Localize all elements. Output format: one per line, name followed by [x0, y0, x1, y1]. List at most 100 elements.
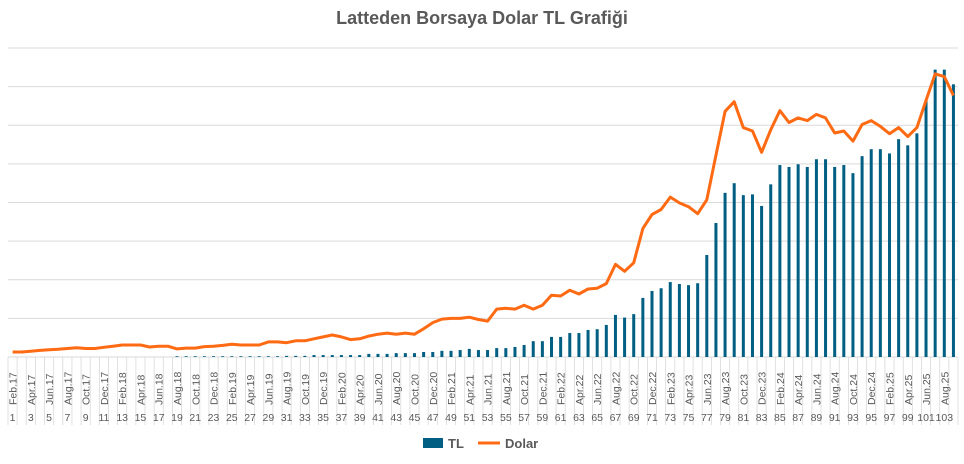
- bar-tl: [449, 350, 453, 357]
- x-tick-month: Oct.21: [519, 374, 531, 405]
- bar-tl: [723, 192, 727, 357]
- x-tick-number: 7: [64, 412, 70, 424]
- x-tick-number: 85: [774, 412, 786, 424]
- x-tick-number: 63: [573, 412, 585, 424]
- bar-tl: [495, 348, 499, 357]
- x-tick-number: 17: [153, 412, 165, 424]
- bar-tl: [275, 356, 279, 357]
- x-tick-month: Dec.19: [318, 372, 330, 405]
- x-tick-number: 15: [135, 412, 147, 424]
- bar-tl: [486, 350, 490, 357]
- bar-tl: [339, 355, 343, 357]
- x-tick-number: 31: [281, 412, 293, 424]
- bar-tl: [257, 356, 261, 357]
- x-tick-number: 33: [299, 412, 311, 424]
- x-tick-month: Dec.18: [209, 372, 221, 405]
- legend-dolar-label: Dolar: [505, 436, 538, 451]
- bar-tl: [193, 356, 197, 357]
- bar-tl: [294, 355, 298, 357]
- x-tick-month: Oct.22: [629, 374, 641, 405]
- x-tick-number: 75: [683, 412, 695, 424]
- bar-tl: [613, 314, 617, 357]
- bar-tl: [824, 159, 828, 357]
- bar-tl: [367, 353, 371, 357]
- bar-tl: [659, 288, 663, 357]
- bar-tl: [878, 149, 882, 357]
- bar-tl: [869, 149, 873, 357]
- bar-tl: [358, 355, 362, 357]
- x-tick-month: Aug.25: [939, 372, 951, 405]
- bar-tl: [641, 297, 645, 357]
- bar-tl: [942, 69, 946, 357]
- x-tick-number: 11: [98, 412, 109, 424]
- x-tick-month: Oct.20: [409, 374, 421, 405]
- x-tick-number: 19: [171, 412, 183, 424]
- x-tick-month: Oct.19: [300, 374, 312, 405]
- x-tick-number: 57: [518, 412, 530, 424]
- bar-tl: [769, 184, 773, 357]
- bar-tl: [321, 355, 325, 357]
- x-tick-number: 103: [936, 412, 954, 424]
- x-tick-month: Feb.17: [8, 372, 20, 405]
- bar-tl: [568, 333, 572, 357]
- x-tick-number: 87: [792, 412, 804, 424]
- x-tick-number: 95: [865, 412, 877, 424]
- bar-tl: [705, 255, 709, 357]
- x-tick-month: Aug.21: [501, 372, 513, 405]
- x-tick-number: 25: [226, 412, 238, 424]
- bar-tl: [184, 356, 188, 357]
- x-tick-month: Aug.23: [720, 372, 732, 405]
- x-tick-month: Jun.20: [373, 373, 385, 405]
- tl-bars: [175, 69, 955, 358]
- x-tick-number: 91: [829, 412, 841, 424]
- chart-title: Latteden Borsaya Dolar TL Grafiği: [336, 8, 628, 28]
- bar-tl: [221, 356, 225, 357]
- x-tick-month: Jun.22: [592, 373, 604, 405]
- bar-tl: [577, 333, 581, 357]
- bar-tl: [887, 153, 891, 357]
- bar-tl: [513, 346, 517, 357]
- x-tick-month: Apr.23: [684, 374, 696, 405]
- bar-tl: [778, 165, 782, 357]
- x-tick-number: 37: [336, 412, 348, 424]
- legend-tl-swatch: [423, 438, 443, 448]
- bar-tl: [623, 317, 627, 357]
- bar-tl: [604, 324, 608, 357]
- x-axis-labels: Feb.17 Apr.17 Jun.17 Aug.17 Oct.17 Dec.17 Feb.…: [8, 372, 954, 424]
- x-tick-month: Aug.24: [830, 372, 842, 405]
- bar-tl: [951, 84, 955, 358]
- x-tick-number: 79: [719, 412, 731, 424]
- bar-tl: [741, 195, 745, 357]
- x-tick-number: 45: [409, 412, 421, 424]
- bar-tl: [760, 205, 764, 357]
- x-tick-number: 47: [427, 412, 439, 424]
- bar-tl: [248, 356, 252, 357]
- bar-tl: [851, 173, 855, 357]
- x-tick-number: 55: [500, 412, 512, 424]
- x-tick-number: 61: [555, 412, 567, 424]
- x-tick-number: 1: [10, 412, 16, 424]
- x-tick-month: Apr.18: [135, 374, 147, 405]
- x-tick-number: 5: [46, 412, 52, 424]
- x-tick-month: Feb.25: [884, 372, 896, 405]
- x-tick-month: Apr.17: [26, 374, 38, 405]
- x-tick-month: Jun.23: [702, 373, 714, 405]
- x-axis-category-lines: [7, 357, 959, 425]
- bar-tl: [403, 353, 407, 357]
- x-tick-month: Feb.20: [336, 372, 348, 405]
- bar-tl: [897, 139, 901, 357]
- x-tick-number: 9: [83, 412, 89, 424]
- bar-tl: [504, 348, 508, 357]
- x-tick-number: 43: [390, 412, 402, 424]
- x-tick-number: 77: [701, 412, 713, 424]
- x-tick-month: Aug.19: [282, 372, 294, 405]
- x-tick-number: 27: [244, 412, 256, 424]
- x-tick-month: Jun.19: [263, 373, 275, 405]
- bar-tl: [285, 355, 289, 357]
- bar-tl: [595, 329, 599, 357]
- x-tick-month: Feb.24: [775, 372, 787, 405]
- x-tick-month: Jun.17: [44, 373, 56, 405]
- x-tick-number: 81: [737, 412, 749, 424]
- bar-tl: [330, 355, 334, 357]
